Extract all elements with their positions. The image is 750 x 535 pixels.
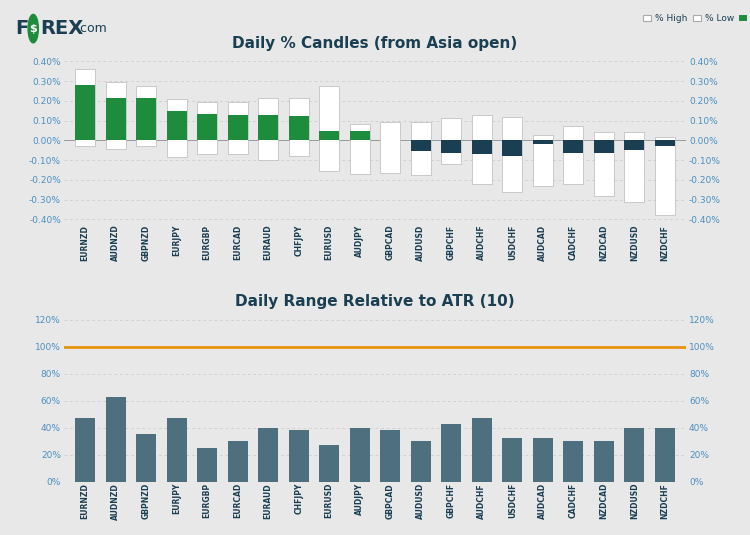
Bar xyxy=(350,131,370,140)
Bar xyxy=(136,434,156,482)
Bar xyxy=(75,85,95,140)
Bar xyxy=(228,102,248,154)
Text: REX: REX xyxy=(40,19,83,38)
Bar xyxy=(197,102,217,154)
Bar xyxy=(75,70,95,146)
Bar xyxy=(655,137,675,216)
Bar xyxy=(106,98,125,140)
Bar xyxy=(106,396,125,482)
Bar xyxy=(289,430,309,482)
Bar xyxy=(472,114,492,184)
Bar xyxy=(166,111,187,140)
Bar xyxy=(472,418,492,482)
Bar xyxy=(166,99,187,157)
Bar xyxy=(136,86,156,146)
Bar xyxy=(655,427,675,482)
Bar xyxy=(258,114,278,140)
Bar xyxy=(655,140,675,146)
Bar xyxy=(258,98,278,160)
Bar xyxy=(320,445,339,482)
Bar xyxy=(320,131,339,140)
Bar xyxy=(594,140,613,153)
Bar xyxy=(166,418,187,482)
Bar xyxy=(472,140,492,154)
Bar xyxy=(533,135,553,186)
Bar xyxy=(350,124,370,174)
Bar xyxy=(380,121,400,173)
Bar xyxy=(441,140,461,153)
Circle shape xyxy=(28,14,38,43)
Bar xyxy=(228,441,248,482)
Bar xyxy=(289,116,309,140)
Bar xyxy=(625,140,644,150)
Bar xyxy=(441,118,461,164)
Text: F: F xyxy=(15,19,28,38)
Bar xyxy=(533,140,553,144)
Bar xyxy=(563,126,584,184)
Bar xyxy=(625,427,644,482)
Title: Daily % Candles (from Asia open): Daily % Candles (from Asia open) xyxy=(232,36,518,51)
Bar xyxy=(411,140,430,151)
Bar xyxy=(289,98,309,156)
Bar xyxy=(228,114,248,140)
Bar xyxy=(197,448,217,482)
Bar xyxy=(411,121,430,175)
Text: $: $ xyxy=(29,24,37,34)
Bar xyxy=(380,430,400,482)
Bar xyxy=(625,132,644,202)
Bar xyxy=(563,441,584,482)
Bar xyxy=(594,132,613,196)
Bar xyxy=(106,82,125,149)
Bar xyxy=(320,86,339,171)
Bar xyxy=(441,424,461,482)
Bar xyxy=(594,441,613,482)
Bar xyxy=(533,438,553,482)
Bar xyxy=(197,114,217,140)
Bar xyxy=(75,418,95,482)
Bar xyxy=(258,427,278,482)
Bar xyxy=(136,98,156,140)
Title: Daily Range Relative to ATR (10): Daily Range Relative to ATR (10) xyxy=(236,294,514,309)
Bar xyxy=(503,117,522,192)
Bar xyxy=(503,140,522,156)
Bar xyxy=(563,140,584,153)
Legend: % High, % Low, % Close: % High, % Low, % Close xyxy=(640,11,750,27)
Bar xyxy=(503,438,522,482)
Bar xyxy=(411,441,430,482)
Text: .com: .com xyxy=(76,22,107,35)
Bar xyxy=(350,427,370,482)
